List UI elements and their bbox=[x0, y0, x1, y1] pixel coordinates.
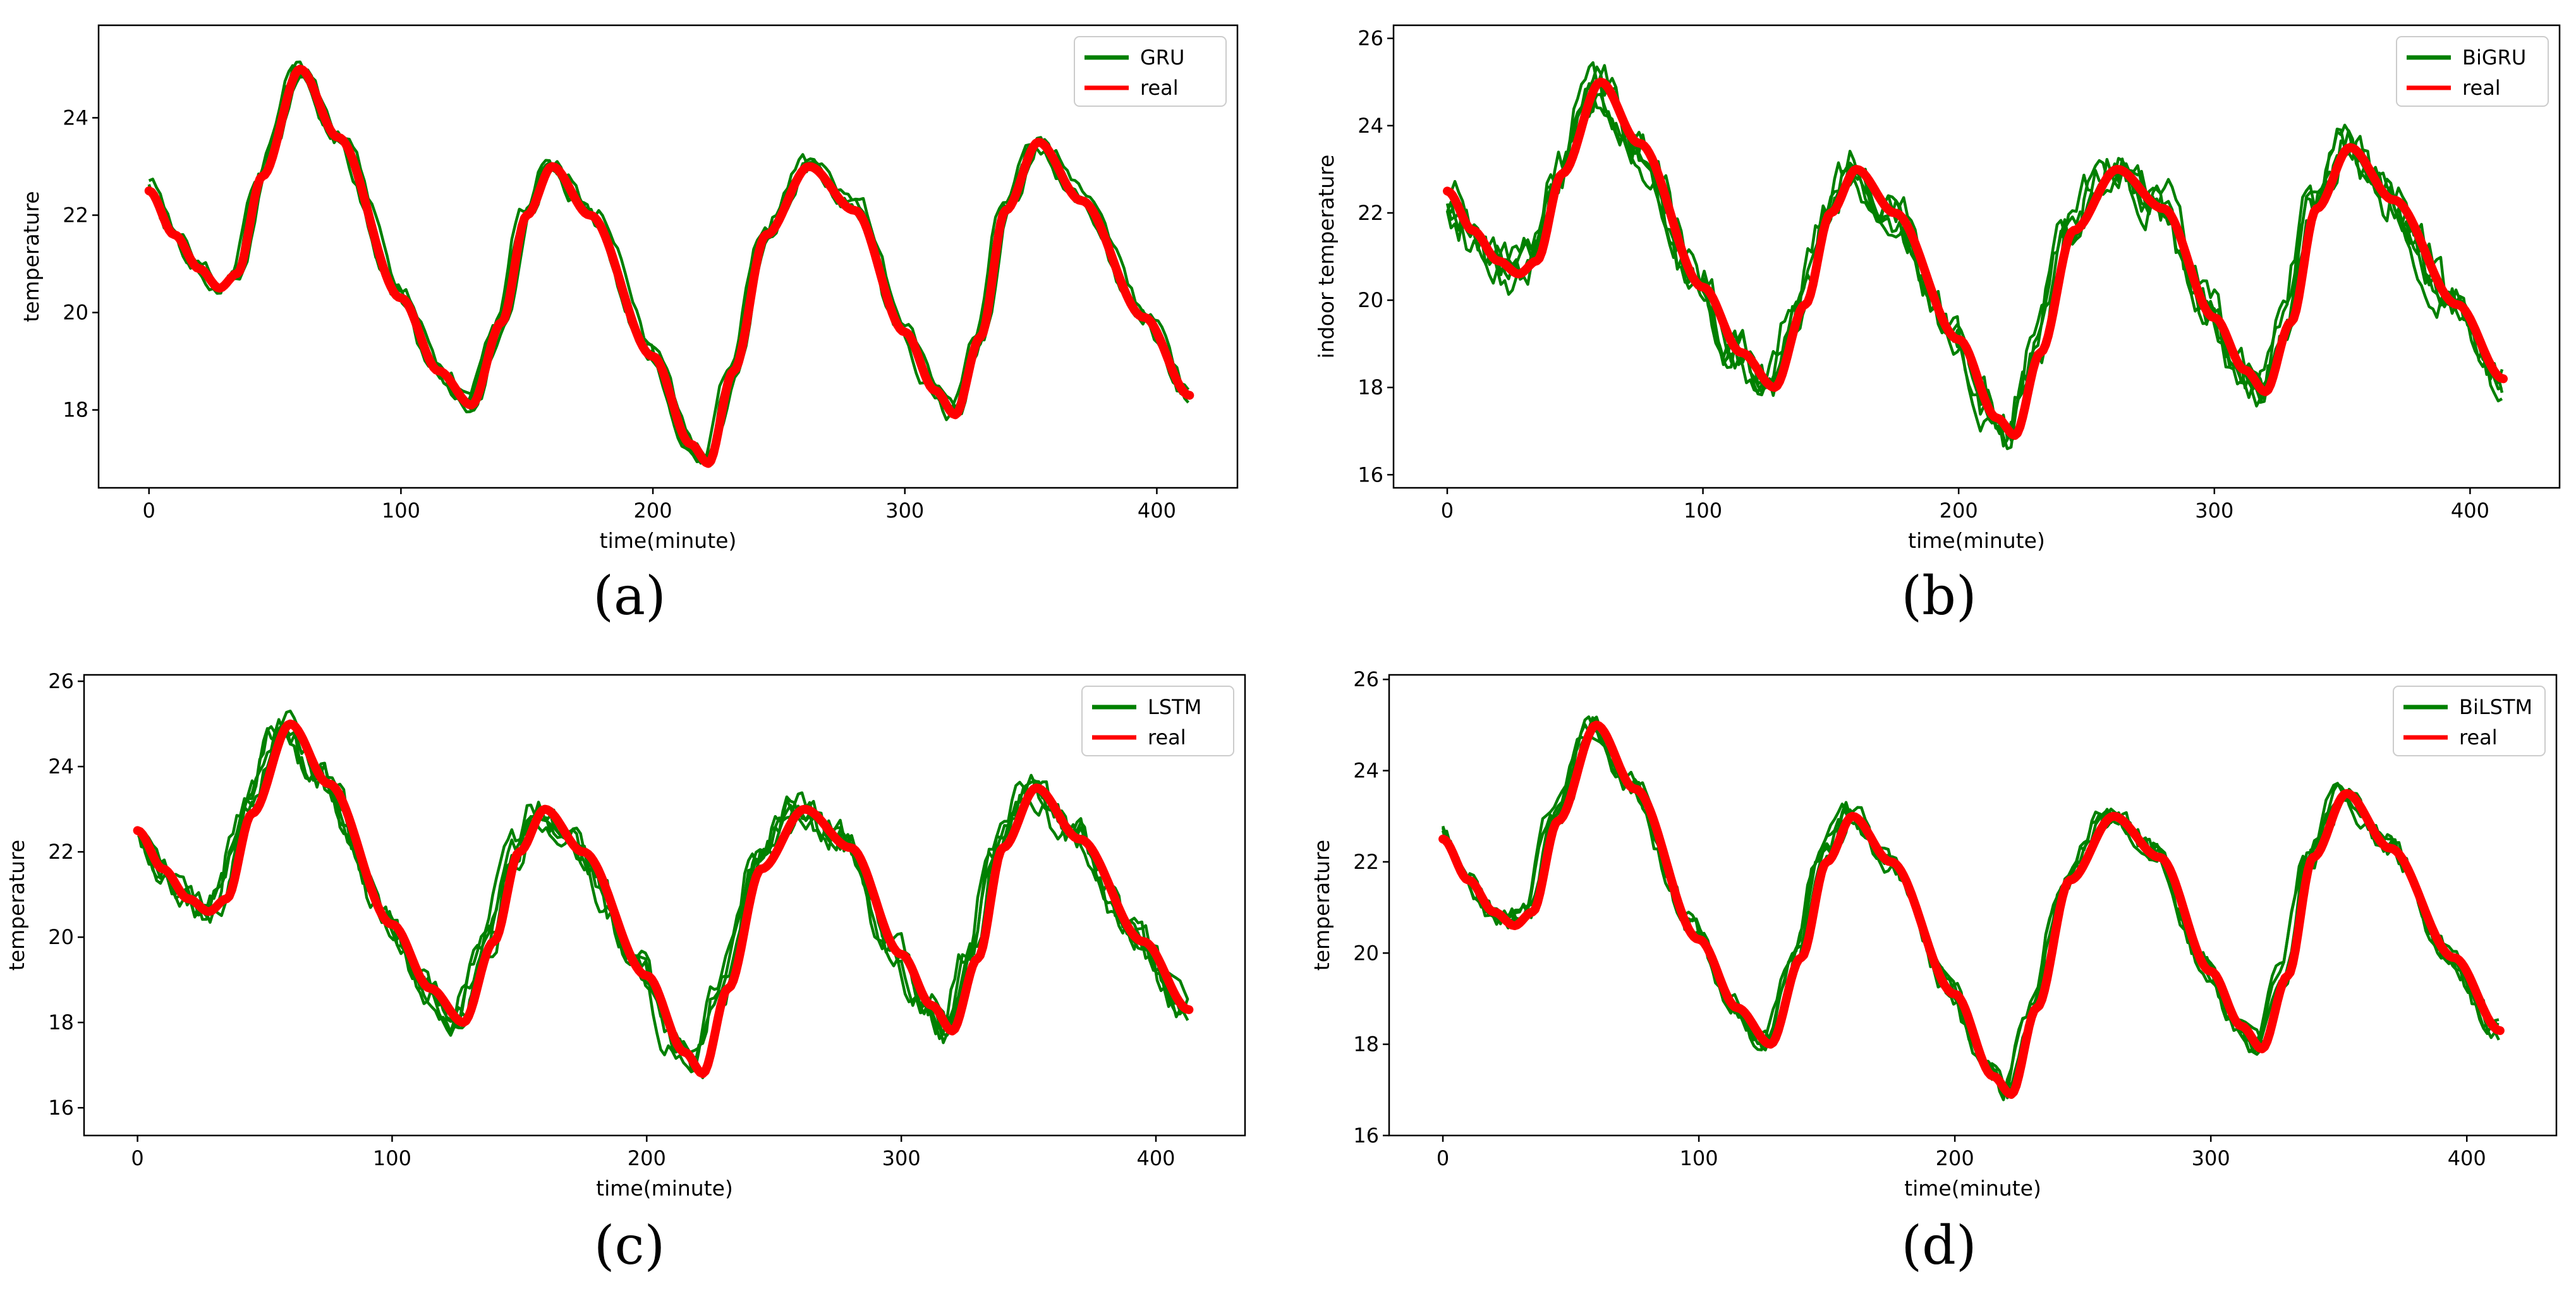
x-tick-label: 100 bbox=[1684, 499, 1722, 523]
y-tick-label: 26 bbox=[1358, 27, 1383, 51]
x-tick-label: 0 bbox=[131, 1146, 143, 1170]
y-tick-label: 24 bbox=[1358, 114, 1383, 138]
y-tick-label: 24 bbox=[1353, 759, 1379, 783]
y-tick-label: 26 bbox=[48, 669, 74, 693]
y-tick-label: 26 bbox=[1353, 667, 1379, 691]
real-series-line bbox=[144, 64, 1194, 468]
y-tick-label: 18 bbox=[48, 1010, 74, 1034]
legend: BiGRU real bbox=[2396, 36, 2549, 107]
legend-label-predicted: GRU bbox=[1140, 45, 1184, 70]
y-tick-label: 20 bbox=[63, 301, 88, 325]
y-tick-label: 20 bbox=[48, 925, 74, 949]
legend-label-real: real bbox=[2462, 76, 2501, 100]
chart-panel-2: 0 100 200 300 400 16 18 20 22 24 26 time(minute) ind… bbox=[1314, 24, 2561, 627]
plot-area bbox=[83, 674, 1246, 1137]
y-tick-label: 18 bbox=[1353, 1033, 1379, 1057]
real-series-line bbox=[133, 719, 1194, 1079]
legend-label-real: real bbox=[2459, 725, 2498, 749]
x-tick-label: 300 bbox=[2195, 499, 2233, 523]
real-series-line bbox=[1438, 720, 2505, 1099]
y-axis-label: indoor temperature bbox=[1314, 155, 1339, 359]
x-tick-label: 0 bbox=[1437, 1146, 1449, 1170]
subfigure-caption: (b) bbox=[1901, 565, 1976, 627]
x-axis-label: time(minute) bbox=[1904, 1176, 2041, 1201]
y-tick-label: 18 bbox=[63, 398, 88, 422]
subfigure-caption: (a) bbox=[593, 565, 666, 627]
x-tick-label: 0 bbox=[1441, 499, 1454, 523]
plot-area bbox=[97, 24, 1239, 489]
legend: LSTM real bbox=[1081, 686, 1234, 756]
x-tick-label: 300 bbox=[885, 499, 924, 523]
x-tick-label: 400 bbox=[2448, 1146, 2486, 1170]
legend-label-predicted: BiLSTM bbox=[2459, 695, 2532, 719]
y-tick-label: 22 bbox=[48, 840, 74, 864]
legend-label-predicted: LSTM bbox=[1148, 695, 1201, 719]
x-tick-label: 0 bbox=[143, 499, 155, 523]
legend-label-predicted: BiGRU bbox=[2462, 45, 2526, 70]
y-tick-label: 22 bbox=[1358, 201, 1383, 225]
x-tick-label: 400 bbox=[2451, 499, 2489, 523]
x-tick-label: 300 bbox=[882, 1146, 921, 1170]
y-axis-label: temperature bbox=[4, 840, 29, 971]
y-tick-label: 16 bbox=[48, 1096, 74, 1120]
y-tick-label: 16 bbox=[1353, 1123, 1379, 1148]
chart-panel-3: 0 100 200 300 400 16 18 20 22 24 26 time(minute) tem… bbox=[4, 669, 1246, 1276]
y-tick-label: 24 bbox=[63, 106, 88, 130]
legend: GRU real bbox=[1074, 36, 1227, 107]
predicted-series-line bbox=[137, 718, 1189, 1074]
real-series-line bbox=[1443, 77, 2508, 440]
legend: BiLSTM real bbox=[2393, 686, 2546, 756]
x-tick-label: 100 bbox=[373, 1146, 411, 1170]
x-tick-label: 200 bbox=[1936, 1146, 1974, 1170]
subfigure-caption: (c) bbox=[594, 1214, 665, 1276]
x-tick-label: 100 bbox=[382, 499, 420, 523]
x-tick-label: 200 bbox=[634, 499, 672, 523]
y-tick-label: 20 bbox=[1358, 288, 1383, 312]
x-tick-label: 400 bbox=[1138, 499, 1176, 523]
y-axis-label: temperature bbox=[19, 191, 44, 322]
x-tick-label: 200 bbox=[1940, 499, 1978, 523]
predicted-series-line bbox=[1445, 61, 2504, 435]
legend-label-real: real bbox=[1140, 76, 1179, 100]
legend-label-real: real bbox=[1148, 725, 1186, 749]
x-axis-label: time(minute) bbox=[1908, 528, 2045, 553]
y-tick-label: 22 bbox=[63, 203, 88, 227]
x-tick-label: 100 bbox=[1680, 1146, 1718, 1170]
y-tick-label: 18 bbox=[1358, 375, 1383, 399]
y-tick-label: 20 bbox=[1353, 941, 1379, 965]
y-axis-label: temperature bbox=[1309, 840, 1334, 971]
chart-panel-1: 0 100 200 300 400 18 20 22 24 time(minute) tempera… bbox=[19, 24, 1239, 627]
y-tick-label: 24 bbox=[48, 754, 74, 778]
chart-panel-4: 0 100 200 300 400 16 18 20 22 24 26 time(minute) tem… bbox=[1309, 667, 2558, 1276]
plot-area bbox=[1388, 674, 2558, 1137]
y-tick-label: 22 bbox=[1353, 850, 1379, 874]
x-axis-label: time(minute) bbox=[596, 1176, 733, 1201]
subfigure-caption: (d) bbox=[1901, 1214, 1976, 1276]
x-axis-label: time(minute) bbox=[600, 528, 737, 553]
x-tick-label: 300 bbox=[2192, 1146, 2230, 1170]
x-tick-label: 400 bbox=[1136, 1146, 1175, 1170]
x-tick-label: 200 bbox=[628, 1146, 666, 1170]
y-tick-label: 16 bbox=[1358, 463, 1383, 487]
